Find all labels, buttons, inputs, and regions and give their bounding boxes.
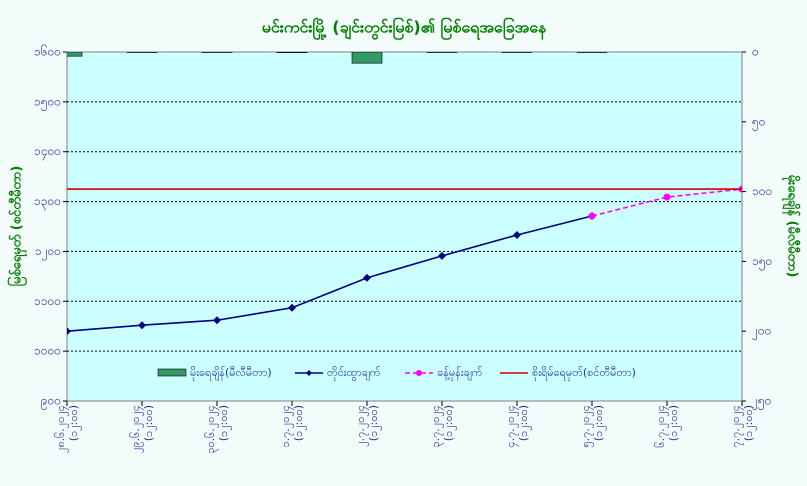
bar	[126, 52, 158, 53]
y-axis-label: မြစ်ရေမှတ် (စင်တီမီတာ)	[7, 166, 28, 287]
line	[67, 215, 593, 332]
point	[288, 303, 296, 312]
bar	[576, 52, 608, 53]
legend-marker	[416, 370, 422, 376]
point	[67, 327, 71, 336]
x-tick-label: ၄.၇.၂၀၂၄ (၁၂:၀၀)	[504, 405, 530, 448]
y-tick-label: ၁၀၀၀	[34, 344, 61, 358]
bar	[351, 52, 383, 64]
y-tick-label: ၁၂၀၀	[35, 244, 61, 261]
y2-tick-label: ၁၀၀	[752, 184, 772, 198]
x-tick-label: ၁.၇.၂၀၂၄ (၁၂:၀၀)	[279, 405, 305, 448]
x-tick-label: ၂.၇.၂၀၂၄ (၁၂:၀၀)	[354, 405, 380, 447]
point	[663, 193, 671, 201]
x-tick-label: ၃၀.၆.၂၀၂၄ (၁၂:၀၀)	[204, 405, 230, 454]
y-tick-label: ၁၁၀၀	[34, 294, 61, 308]
bar	[67, 52, 83, 57]
bar	[501, 52, 533, 53]
x-tick-label: ၂၈.၆.၂၀၂၄ (၁၂:၀၀)	[54, 405, 80, 454]
y2-tick-label: ၀	[752, 45, 759, 59]
plot-area	[66, 51, 743, 402]
legend-label: တိုင်းထွာချက်	[327, 366, 381, 381]
y-tick-label: ၁၅၀၀	[34, 94, 61, 111]
plot-marks	[67, 52, 742, 336]
y-tick-label: ၁၆၀၀	[34, 44, 61, 59]
point	[588, 212, 596, 220]
x-tick-label: ၅.၇.၂၀၂၄ (၁၂:၀၀)	[579, 405, 605, 448]
x-tick-label: ၃.၇.၂၀၂၄ (၁၂:၀၀)	[429, 405, 455, 448]
legend-marker	[306, 370, 312, 376]
point	[213, 316, 221, 325]
point	[138, 321, 146, 330]
y2-tick-label: ၁၅၀	[752, 254, 772, 271]
y2-tick-label: ၂၀၀	[752, 324, 771, 341]
y-tick-label: ၁၄၀၀	[34, 144, 61, 161]
x-tick-label: ၂၉.၆.၂၀၂၄ (၁၂:၀၀)	[129, 405, 155, 453]
x-tick-label: ၇.၇.၂၀၂၄ (၁၂:၀၀)	[729, 405, 755, 448]
y2-axis-label: မိုးရေချိန် (မီလီမီတာ)	[782, 175, 802, 278]
legend-swatch	[157, 368, 187, 377]
legend-label: ခန့်မှန်းချက်	[437, 366, 483, 381]
point	[363, 273, 371, 282]
point	[513, 230, 521, 239]
legend-label: မိုးရေချိန်(မီလီမီတာ)	[190, 366, 272, 381]
legend-label: စိုးရိမ်ရေမှတ်(စင်တီမီတာ)	[532, 366, 636, 381]
bar	[426, 52, 458, 53]
y-tick-label: ၉၀၀	[41, 394, 61, 411]
point	[438, 251, 446, 260]
x-tick-label: ၆.၇.၂၀၂၄ (၁၂:၀၀)	[654, 405, 680, 448]
bar	[276, 52, 308, 53]
y2-tick-label: ၅၀	[752, 114, 766, 131]
y2-tick-label: ၂၅၀	[752, 394, 771, 411]
line	[591, 188, 742, 217]
chart-title: မင်းကင်းမြို့ (ချင်းတွင်းမြစ်)၏ မြစ်ရေအခ…	[262, 17, 547, 41]
y-tick-label: ၁၃၀၀	[34, 194, 61, 211]
bar	[201, 52, 233, 53]
